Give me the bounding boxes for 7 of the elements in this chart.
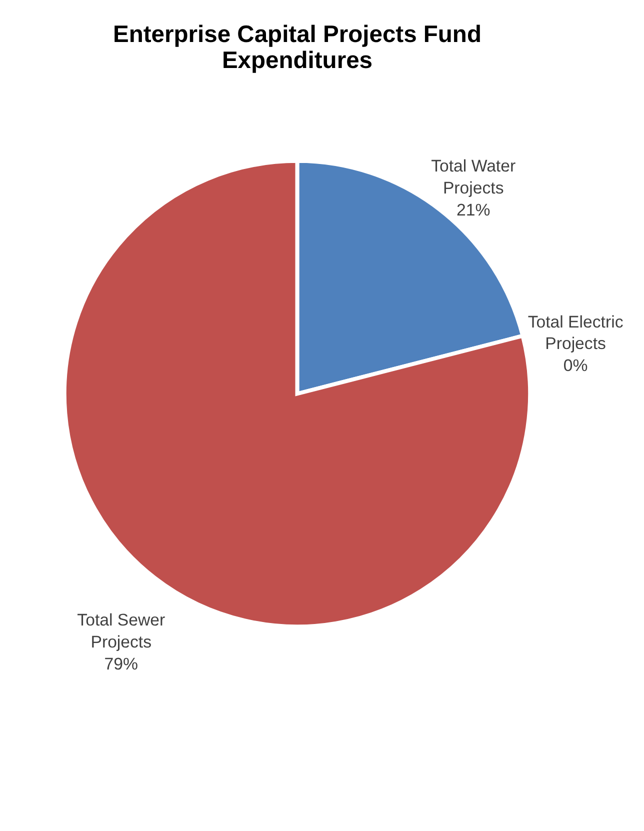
slice-label: Total Water Projects (431, 156, 516, 198)
data-label: 21% (456, 200, 490, 220)
chart-title: Enterprise Capital Projects Fund Expenditures (113, 21, 482, 74)
category-label: Total Electric Projects (528, 312, 624, 354)
slice-label: Total Sewer Projects (77, 610, 166, 652)
data-label: 79% (104, 654, 138, 674)
text: 0% (563, 356, 588, 375)
